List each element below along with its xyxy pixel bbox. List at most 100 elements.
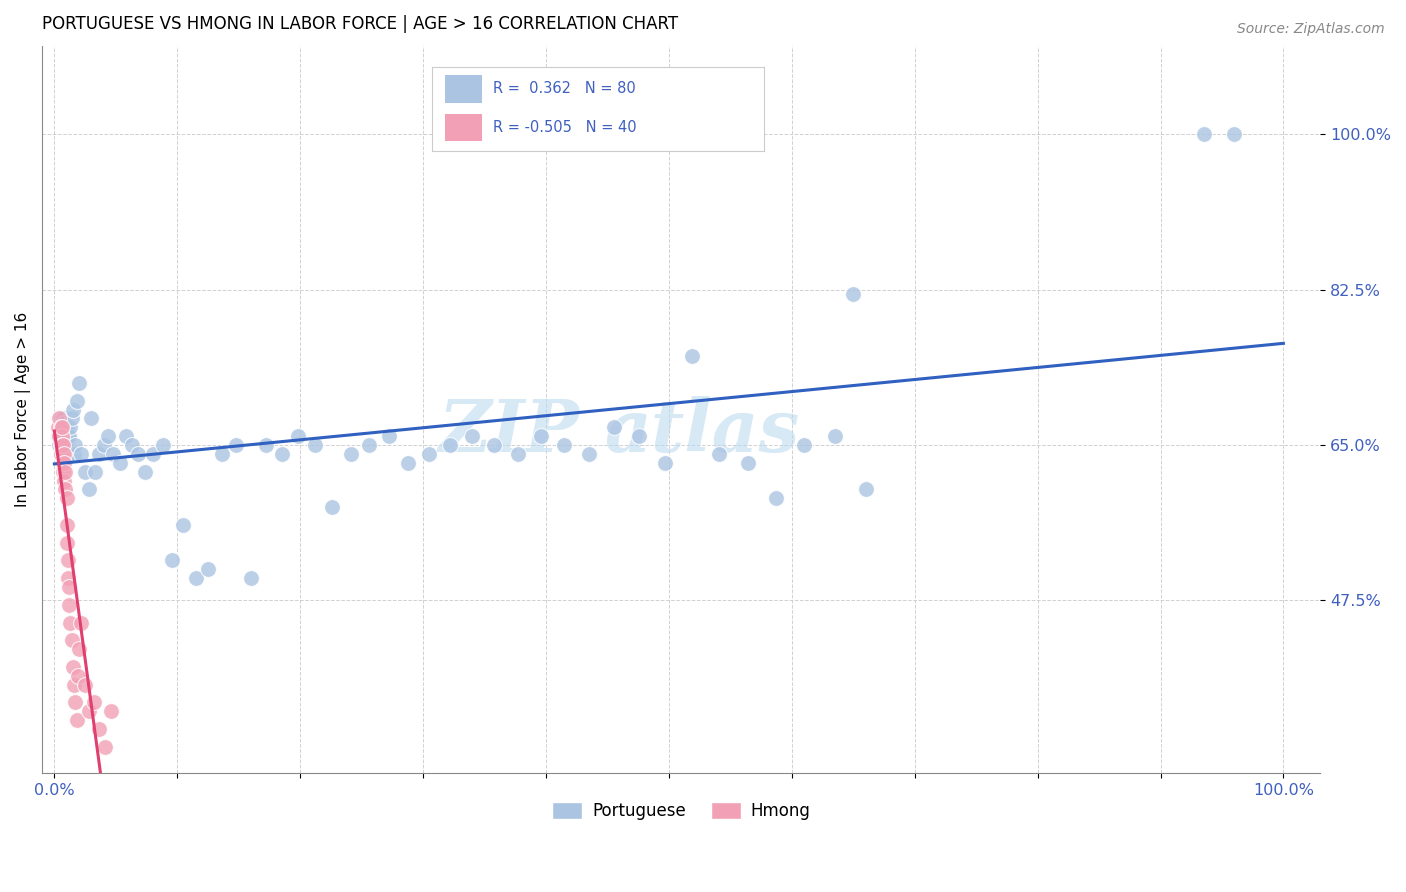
Point bbox=[418, 447, 440, 461]
Point bbox=[65, 438, 87, 452]
Point bbox=[52, 456, 75, 470]
Point bbox=[53, 425, 76, 439]
Point bbox=[225, 438, 247, 452]
Point bbox=[63, 447, 86, 461]
Point bbox=[1192, 128, 1215, 142]
Point bbox=[49, 447, 72, 461]
Point bbox=[55, 429, 77, 443]
Point bbox=[55, 434, 77, 448]
Point bbox=[55, 425, 77, 439]
Point bbox=[83, 695, 105, 709]
Point bbox=[55, 438, 77, 452]
Point bbox=[53, 438, 76, 452]
Point bbox=[484, 438, 506, 452]
Point bbox=[58, 580, 80, 594]
Point bbox=[53, 447, 76, 461]
Point bbox=[46, 420, 69, 434]
Point bbox=[842, 287, 865, 301]
Point bbox=[321, 500, 343, 515]
Point bbox=[56, 429, 79, 443]
Point bbox=[55, 465, 77, 479]
Point bbox=[49, 438, 72, 452]
Point bbox=[172, 517, 194, 532]
Legend: Portuguese, Hmong: Portuguese, Hmong bbox=[546, 796, 817, 827]
Point bbox=[357, 438, 380, 452]
Point bbox=[461, 429, 484, 443]
Point bbox=[46, 429, 69, 443]
Point bbox=[56, 447, 79, 461]
Point bbox=[211, 447, 233, 461]
Point bbox=[114, 429, 136, 443]
Point bbox=[70, 447, 93, 461]
Point bbox=[1223, 128, 1246, 142]
Point bbox=[530, 429, 553, 443]
Point bbox=[304, 438, 326, 452]
Point bbox=[70, 615, 93, 630]
Point bbox=[48, 438, 70, 452]
Point bbox=[87, 722, 110, 736]
Point bbox=[240, 571, 263, 585]
Point bbox=[77, 704, 100, 718]
Point bbox=[51, 434, 73, 448]
Text: Source: ZipAtlas.com: Source: ZipAtlas.com bbox=[1237, 22, 1385, 37]
Point bbox=[59, 615, 82, 630]
Point bbox=[152, 438, 174, 452]
Point bbox=[55, 517, 77, 532]
Y-axis label: In Labor Force | Age > 16: In Labor Force | Age > 16 bbox=[15, 312, 31, 508]
Point bbox=[48, 429, 70, 443]
Point bbox=[270, 447, 292, 461]
Point bbox=[67, 376, 90, 390]
Point bbox=[103, 447, 125, 461]
Point bbox=[52, 447, 75, 461]
Point bbox=[84, 465, 107, 479]
Point bbox=[56, 571, 79, 585]
Point bbox=[60, 411, 83, 425]
Point bbox=[681, 349, 703, 363]
Point bbox=[58, 598, 80, 612]
Point bbox=[52, 429, 75, 443]
Point bbox=[709, 447, 731, 461]
Point bbox=[51, 420, 73, 434]
Point bbox=[127, 447, 149, 461]
Point bbox=[59, 420, 82, 434]
Point bbox=[254, 438, 277, 452]
Point bbox=[439, 438, 461, 452]
Point bbox=[377, 429, 399, 443]
Point bbox=[108, 456, 131, 470]
Point bbox=[654, 456, 676, 470]
Point bbox=[287, 429, 309, 443]
Point bbox=[75, 465, 97, 479]
Point bbox=[134, 465, 156, 479]
Point bbox=[396, 456, 419, 470]
Point bbox=[56, 553, 79, 567]
Point bbox=[51, 438, 73, 452]
Text: atlas: atlas bbox=[605, 396, 800, 467]
Point bbox=[58, 429, 80, 443]
Point bbox=[49, 420, 72, 434]
Point bbox=[65, 393, 87, 408]
Point bbox=[55, 420, 77, 434]
Point bbox=[553, 438, 575, 452]
Point bbox=[63, 678, 86, 692]
Point bbox=[67, 642, 90, 657]
Point bbox=[52, 438, 75, 452]
Point bbox=[53, 474, 76, 488]
Point bbox=[66, 669, 89, 683]
Point bbox=[824, 429, 846, 443]
Point bbox=[142, 447, 165, 461]
Point bbox=[121, 438, 143, 452]
Point bbox=[52, 465, 75, 479]
Point bbox=[75, 678, 97, 692]
Point bbox=[53, 416, 76, 430]
Point bbox=[60, 633, 83, 648]
Point bbox=[80, 411, 103, 425]
Point bbox=[339, 447, 361, 461]
Point bbox=[87, 447, 110, 461]
Point bbox=[737, 456, 759, 470]
Point bbox=[51, 429, 73, 443]
Point bbox=[628, 429, 651, 443]
Point bbox=[100, 704, 122, 718]
Point bbox=[197, 562, 219, 576]
Point bbox=[49, 420, 72, 434]
Text: PORTUGUESE VS HMONG IN LABOR FORCE | AGE > 16 CORRELATION CHART: PORTUGUESE VS HMONG IN LABOR FORCE | AGE… bbox=[42, 15, 678, 33]
